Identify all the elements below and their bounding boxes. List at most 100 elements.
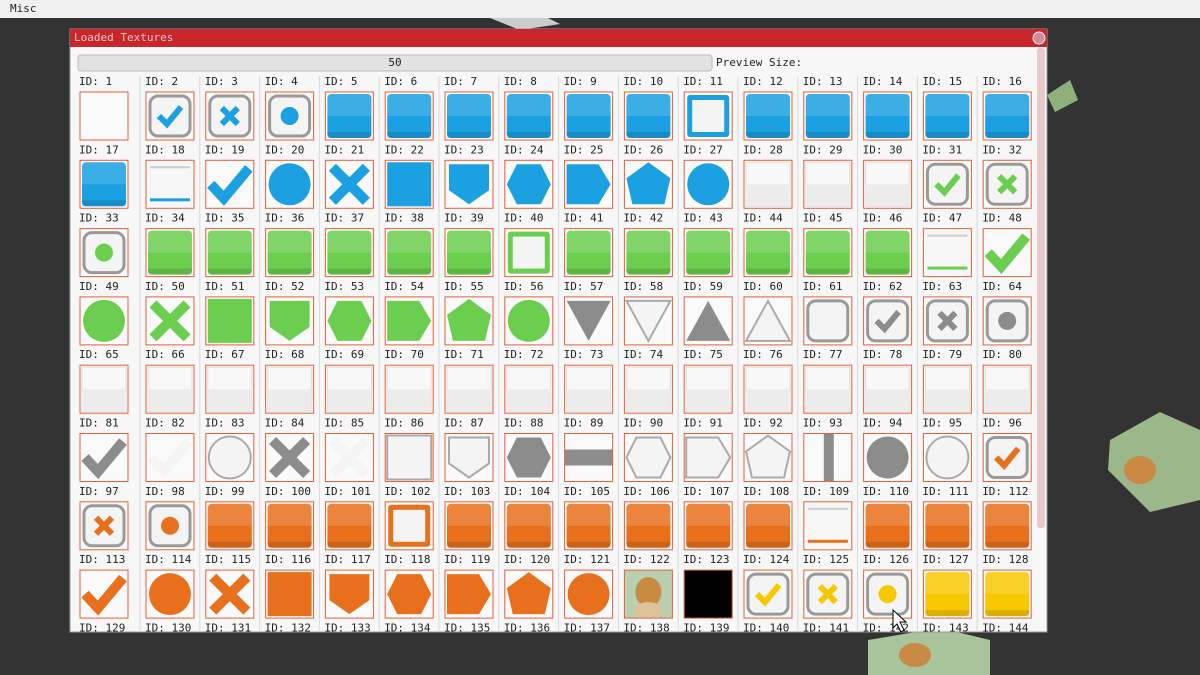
texture-tile[interactable]	[324, 364, 374, 414]
texture-tile[interactable]	[324, 433, 374, 482]
texture-tile[interactable]	[623, 569, 673, 619]
texture-tile[interactable]	[79, 501, 129, 551]
texture-tile[interactable]	[623, 91, 673, 141]
texture-tile[interactable]	[444, 159, 494, 209]
texture-tile[interactable]	[205, 501, 255, 551]
texture-tile[interactable]	[324, 91, 374, 141]
texture-tile[interactable]	[79, 569, 129, 619]
texture-tile[interactable]	[324, 296, 374, 346]
texture-tile[interactable]	[265, 364, 315, 414]
texture-tile[interactable]	[504, 569, 554, 619]
texture-tile[interactable]	[444, 228, 494, 278]
texture-tile[interactable]	[205, 569, 255, 619]
texture-tile[interactable]	[79, 228, 129, 278]
texture-tile[interactable]	[384, 228, 434, 278]
menu-title[interactable]: Misc	[10, 2, 37, 15]
texture-tile[interactable]	[683, 159, 733, 209]
texture-tile[interactable]	[803, 569, 853, 619]
texture-tile[interactable]	[982, 433, 1032, 482]
texture-tile[interactable]	[265, 159, 315, 209]
texture-tile[interactable]	[444, 296, 494, 346]
texture-tile[interactable]	[623, 159, 673, 209]
texture-tile[interactable]	[922, 159, 972, 209]
texture-tile[interactable]	[863, 159, 913, 209]
texture-tile[interactable]	[803, 228, 853, 278]
texture-tile[interactable]	[683, 228, 733, 278]
texture-tile[interactable]	[79, 91, 129, 141]
texture-tile[interactable]	[504, 91, 554, 141]
texture-tile[interactable]	[564, 159, 614, 209]
texture-tile[interactable]	[803, 433, 853, 482]
texture-tile[interactable]	[564, 501, 614, 551]
texture-tile[interactable]	[683, 91, 733, 141]
texture-tile[interactable]	[384, 364, 434, 414]
texture-tile[interactable]	[205, 91, 255, 141]
texture-tile[interactable]	[265, 228, 315, 278]
texture-tile[interactable]	[922, 91, 972, 141]
texture-tile[interactable]	[79, 364, 129, 414]
texture-tile[interactable]	[743, 91, 793, 141]
texture-tile[interactable]	[145, 364, 195, 414]
texture-tile[interactable]	[743, 159, 793, 209]
texture-tile[interactable]	[564, 228, 614, 278]
texture-tile[interactable]	[79, 296, 129, 346]
texture-tile[interactable]	[803, 91, 853, 141]
texture-tile[interactable]	[324, 569, 374, 619]
scrollbar[interactable]	[1037, 48, 1045, 528]
texture-tile[interactable]	[504, 296, 554, 346]
texture-tile[interactable]	[205, 296, 255, 346]
texture-tile[interactable]	[265, 296, 315, 346]
texture-tile[interactable]	[504, 364, 554, 414]
texture-tile[interactable]	[982, 501, 1032, 551]
texture-tile[interactable]	[623, 433, 673, 482]
texture-tile[interactable]	[863, 296, 913, 346]
texture-tile[interactable]	[683, 433, 733, 482]
texture-tile[interactable]	[205, 364, 255, 414]
preview-size-slider[interactable]	[77, 54, 713, 72]
texture-tile[interactable]	[324, 501, 374, 551]
texture-tile[interactable]	[743, 569, 793, 619]
texture-tile[interactable]	[145, 91, 195, 141]
texture-tile[interactable]	[922, 569, 972, 619]
texture-tile[interactable]	[623, 364, 673, 414]
texture-tile[interactable]	[863, 364, 913, 414]
texture-tile[interactable]	[444, 364, 494, 414]
texture-tile[interactable]	[922, 296, 972, 346]
texture-tile[interactable]	[982, 296, 1032, 346]
texture-tile[interactable]	[982, 228, 1032, 278]
texture-tile[interactable]	[504, 159, 554, 209]
texture-tile[interactable]	[803, 296, 853, 346]
texture-tile[interactable]	[324, 228, 374, 278]
texture-tile[interactable]	[803, 501, 853, 551]
texture-tile[interactable]	[564, 364, 614, 414]
texture-tile[interactable]	[504, 228, 554, 278]
texture-tile[interactable]	[444, 91, 494, 141]
texture-tile[interactable]	[384, 91, 434, 141]
texture-tile[interactable]	[145, 296, 195, 346]
texture-tile[interactable]	[982, 569, 1032, 619]
texture-tile[interactable]	[564, 296, 614, 346]
texture-tile[interactable]	[564, 569, 614, 619]
close-button[interactable]	[1032, 31, 1046, 45]
texture-tile[interactable]	[504, 501, 554, 551]
texture-tile[interactable]	[743, 501, 793, 551]
texture-tile[interactable]	[743, 364, 793, 414]
texture-tile[interactable]	[623, 228, 673, 278]
texture-tile[interactable]	[384, 501, 434, 551]
texture-tile[interactable]	[623, 296, 673, 346]
texture-tile[interactable]	[145, 501, 195, 551]
texture-tile[interactable]	[444, 433, 494, 482]
texture-tile[interactable]	[145, 569, 195, 619]
texture-tile[interactable]	[265, 433, 315, 482]
texture-tile[interactable]	[803, 364, 853, 414]
texture-tile[interactable]	[444, 501, 494, 551]
texture-tile[interactable]	[803, 159, 853, 209]
texture-tile[interactable]	[205, 433, 255, 482]
texture-tile[interactable]	[863, 91, 913, 141]
texture-tile[interactable]	[145, 433, 195, 482]
texture-tile[interactable]	[743, 296, 793, 346]
texture-tile[interactable]	[683, 501, 733, 551]
texture-tile[interactable]	[623, 501, 673, 551]
texture-tile[interactable]	[265, 91, 315, 141]
texture-tile[interactable]	[683, 569, 733, 619]
